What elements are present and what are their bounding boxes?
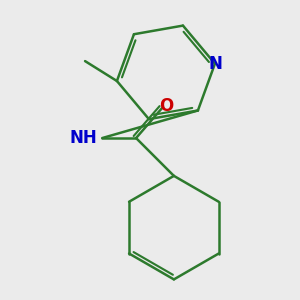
Text: O: O (160, 97, 174, 115)
Text: NH: NH (70, 129, 98, 147)
Text: N: N (209, 55, 223, 73)
